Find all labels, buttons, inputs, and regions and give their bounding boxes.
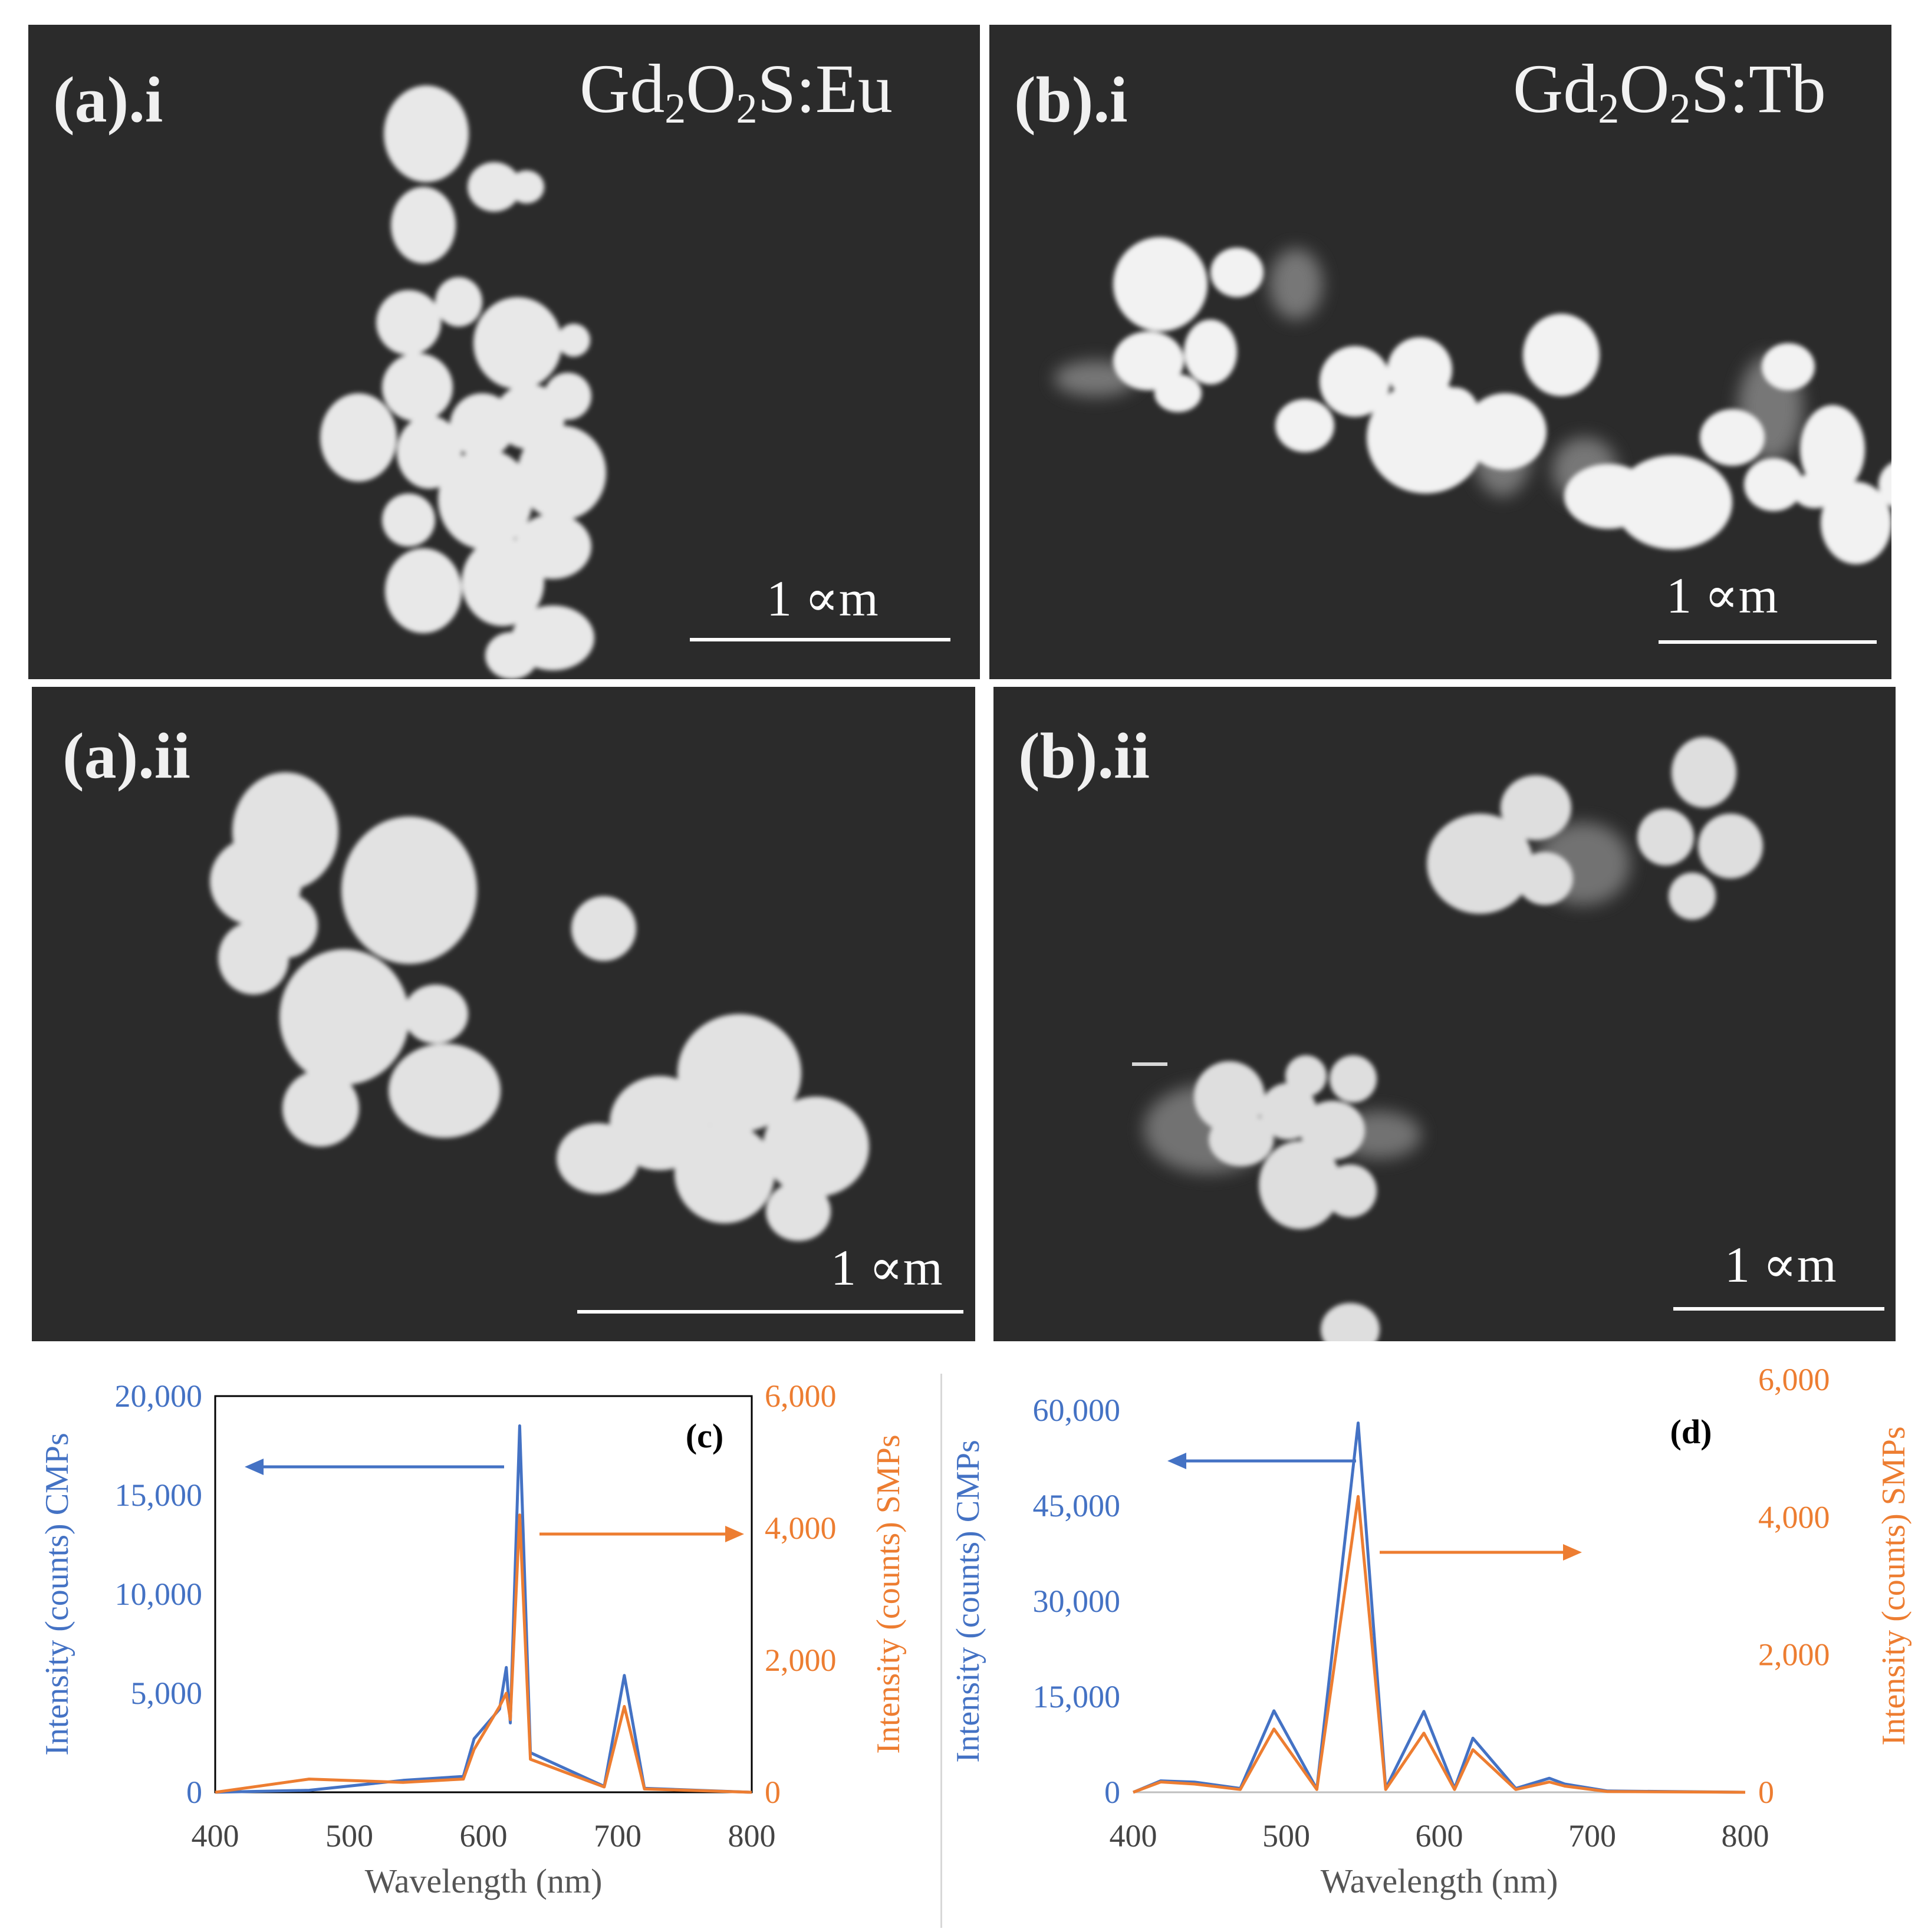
formula-subscript: 2 <box>1669 85 1691 132</box>
cmp-arrow-head-icon <box>1167 1453 1186 1469</box>
scale-bar-label-a-ii: 1 ∝m <box>831 1239 943 1296</box>
y-left-tick-label: 10,000 <box>115 1576 203 1612</box>
formula-part: S:Eu <box>757 50 893 127</box>
chart-panel-label: (d) <box>1670 1413 1712 1451</box>
y-right-tick-label: 2,000 <box>765 1643 837 1678</box>
x-axis-label: Wavelength (nm) <box>365 1862 603 1900</box>
sem-panel-b-i: (b).i Gd2O2S:Tb 1 ∝m <box>989 25 1891 679</box>
y-right-tick-label: 6,000 <box>1758 1362 1830 1397</box>
formula-subscript: 2 <box>664 85 686 132</box>
series-line-smps <box>1133 1495 1746 1794</box>
x-tick-label: 800 <box>1722 1818 1769 1854</box>
panel-label-b-i: (b).i <box>1014 64 1128 136</box>
cmp-arrow-head-icon <box>245 1459 264 1475</box>
spectrum-chart-c: 400 500 600 700 800 0 5,000 10,000 15,000 20,000 0… <box>39 1378 907 1900</box>
x-tick-label: 700 <box>1568 1818 1616 1854</box>
sem-panel-b-ii: (b).ii 1 ∝m <box>993 687 1896 1341</box>
smp-arrow-head-icon <box>1563 1544 1582 1561</box>
panel-title-a-i: Gd2O2S:Eu <box>580 54 893 130</box>
y-right-tick-label: 6,000 <box>765 1378 837 1414</box>
y-left-tick-label: 15,000 <box>115 1477 203 1513</box>
formula-part: O <box>686 50 736 127</box>
y-left-tick-label: 20,000 <box>115 1378 203 1414</box>
scale-bar-b-ii <box>1673 1307 1884 1311</box>
y-right-tick-label: 0 <box>1758 1775 1774 1810</box>
scale-bar-a-i <box>690 638 950 641</box>
y-left-tick-label: 5,000 <box>131 1676 203 1711</box>
particle-image-b-ii <box>1132 737 1763 1341</box>
y-left-tick-label: 15,000 <box>1033 1679 1121 1714</box>
series-line-cmps <box>215 1424 752 1794</box>
particle-image-a-i <box>320 85 606 679</box>
y-right-tick-label: 2,000 <box>1758 1637 1830 1673</box>
formula-part: Gd <box>1513 50 1598 127</box>
scale-bar-b-i <box>1659 640 1877 644</box>
y-axis-right-label: Intensity (counts) SMPs <box>1876 1426 1912 1745</box>
scale-bar-label-b-ii: 1 ∝m <box>1725 1236 1837 1293</box>
series-line-smps <box>215 1513 752 1794</box>
y-left-tick-label: 0 <box>1104 1775 1120 1810</box>
scale-bar-label-a-i: 1 ∝m <box>766 570 879 627</box>
particle-image-a-ii <box>210 772 869 1241</box>
y-axis-left-label: Intensity (counts) CMPs <box>39 1433 75 1756</box>
y-right-tick-label: 4,000 <box>765 1510 837 1546</box>
formula-subscript: 2 <box>1598 85 1620 132</box>
y-right-tick-label: 0 <box>765 1775 781 1810</box>
y-axis-right-label: Intensity (counts) SMPs <box>870 1434 907 1753</box>
panel-label-a-i: (a).i <box>53 64 163 136</box>
panel-label-b-ii: (b).ii <box>1018 720 1150 792</box>
sem-panel-a-ii: (a).ii 1 ∝m <box>32 687 975 1341</box>
x-tick-label: 800 <box>728 1818 776 1854</box>
chart-divider <box>940 1374 942 1928</box>
series-line-cmps <box>1133 1421 1746 1794</box>
scale-bar-label-b-i: 1 ∝m <box>1666 567 1778 624</box>
x-tick-label: 600 <box>460 1818 508 1854</box>
x-tick-label: 700 <box>594 1818 641 1854</box>
y-left-tick-label: 45,000 <box>1033 1488 1121 1523</box>
formula-part: O <box>1619 50 1670 127</box>
x-tick-label: 400 <box>192 1818 239 1854</box>
y-left-tick-label: 60,000 <box>1033 1393 1121 1428</box>
scale-bar-a-ii <box>577 1310 963 1314</box>
plot-frame <box>214 1395 753 1793</box>
x-axis-label: Wavelength (nm) <box>1321 1862 1558 1900</box>
formula-part: S:Tb <box>1690 50 1826 127</box>
formula-part: Gd <box>580 50 665 127</box>
sem-panel-a-i: (a).i Gd2O2S:Eu 1 ∝m <box>28 25 980 679</box>
formula-subscript: 2 <box>736 85 758 132</box>
particle-image-b-i <box>1054 237 1891 564</box>
x-tick-label: 400 <box>1110 1818 1157 1854</box>
y-axis-left-label: Intensity (counts) CMPs <box>950 1440 986 1763</box>
spectrum-chart-d: 400 500 600 700 800 0 15,000 30,000 45,000 60,000… <box>950 1362 1912 1900</box>
x-tick-label: 500 <box>325 1818 373 1854</box>
chart-panel-label: (c) <box>686 1417 723 1455</box>
x-tick-label: 500 <box>1262 1818 1310 1854</box>
y-left-tick-label: 30,000 <box>1033 1584 1121 1619</box>
x-tick-label: 600 <box>1416 1818 1463 1854</box>
y-left-tick-label: 0 <box>186 1775 202 1810</box>
y-right-tick-label: 4,000 <box>1758 1499 1830 1535</box>
smp-arrow-head-icon <box>725 1526 744 1542</box>
panel-title-b-i: Gd2O2S:Tb <box>1513 54 1826 130</box>
panel-label-a-ii: (a).ii <box>62 720 190 792</box>
